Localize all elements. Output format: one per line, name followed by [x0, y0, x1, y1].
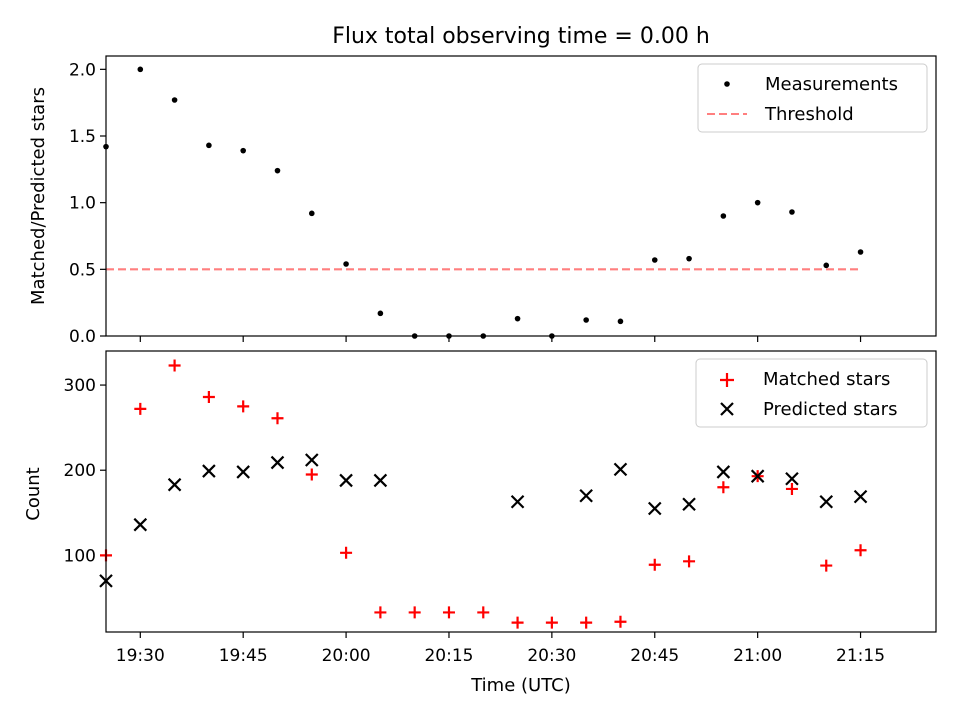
- predicted-star-marker: [339, 473, 353, 488]
- predicted-star-marker: [613, 462, 628, 477]
- matched-star-marker: [168, 359, 181, 372]
- top-y-tick-label: 2.0: [69, 60, 96, 80]
- predicted-star-marker: [750, 469, 765, 483]
- predicted-star-marker: [202, 464, 216, 478]
- bottom-data-marks: [99, 359, 868, 629]
- bottom-legend: Matched stars Predicted stars: [695, 358, 928, 428]
- matched-star-marker: [614, 615, 627, 628]
- measurement-point: [720, 213, 727, 219]
- measurement-point: [240, 147, 246, 154]
- x-tick-label: 20:30: [527, 646, 576, 666]
- matched-star-marker: [683, 555, 696, 568]
- measurement-point: [377, 310, 384, 317]
- matched-star-marker: [785, 482, 798, 495]
- top-y-tick-label: 0.5: [69, 260, 96, 280]
- top-data-marks: [103, 66, 864, 339]
- predicted-star-marker: [819, 494, 834, 509]
- legend-predicted-label: Predicted stars: [763, 399, 897, 420]
- top-legend-box: [697, 63, 928, 133]
- predicted-star-marker: [682, 497, 696, 512]
- bottom-y-tick-label: 100: [64, 546, 96, 566]
- x-tick-label: 21:00: [733, 646, 782, 666]
- top-y-tick-label: 1.5: [69, 127, 96, 147]
- measurement-point: [583, 317, 589, 323]
- matched-star-marker: [202, 390, 215, 403]
- measurement-point: [137, 66, 144, 73]
- measurement-point: [274, 167, 281, 174]
- measurement-point: [514, 315, 521, 322]
- predicted-star-marker: [853, 489, 868, 504]
- measurement-point: [857, 249, 864, 255]
- predicted-star-marker: [167, 477, 182, 492]
- measurement-point: [686, 255, 692, 262]
- top-y-tick-label: 0.0: [69, 327, 96, 347]
- chart-title: Flux total observing time = 0.00 h: [332, 24, 710, 49]
- matched-star-marker: [271, 412, 284, 425]
- top-y-axis-label: Matched/Predicted stars: [28, 87, 49, 305]
- matched-star-marker: [511, 616, 524, 629]
- matched-star-marker: [717, 481, 730, 494]
- x-tick-label: 19:30: [116, 646, 165, 666]
- x-tick-label: 21:15: [836, 646, 885, 666]
- measurement-point: [823, 262, 830, 269]
- predicted-star-marker: [785, 471, 799, 486]
- legend-measurements-label: Measurements: [765, 74, 898, 95]
- matched-star-marker: [545, 616, 558, 629]
- x-axis-label: Time (UTC): [470, 675, 571, 696]
- top-plot-frame: [105, 55, 937, 337]
- matched-star-marker: [580, 616, 593, 629]
- predicted-star-marker: [579, 488, 593, 503]
- matched-star-marker: [477, 606, 490, 619]
- matched-star-marker: [237, 400, 250, 413]
- matched-star-marker: [408, 606, 421, 619]
- matched-star-marker: [374, 606, 387, 619]
- measurement-point: [308, 210, 315, 217]
- top-legend: Measurements Threshold: [697, 63, 928, 133]
- predicted-star-marker: [305, 453, 319, 467]
- measurement-point: [206, 142, 212, 149]
- measurement-point: [651, 257, 658, 263]
- matched-star-marker: [134, 402, 147, 415]
- measurement-point: [343, 261, 349, 267]
- matched-star-marker: [820, 559, 833, 572]
- measurement-point: [754, 199, 761, 206]
- top-y-ticks: 0.0 0.5 1.0 1.5 2.0: [69, 60, 106, 347]
- predicted-star-marker: [236, 465, 250, 479]
- legend-measurements-marker: [724, 81, 730, 87]
- x-tick-label: 20:15: [424, 646, 473, 666]
- predicted-star-marker: [510, 494, 525, 509]
- predicted-star-marker: [270, 455, 285, 470]
- matched-star-marker: [442, 606, 455, 619]
- matched-star-marker: [305, 468, 318, 481]
- bottom-y-ticks: 100 200 300: [64, 376, 106, 566]
- matched-star-marker: [854, 544, 867, 557]
- measurement-point: [789, 209, 795, 215]
- predicted-star-marker: [647, 501, 662, 516]
- bottom-legend-box: [695, 358, 928, 428]
- legend-predicted-marker: [720, 402, 734, 416]
- legend-matched-label: Matched stars: [763, 369, 890, 390]
- legend-threshold-label: Threshold: [764, 104, 854, 125]
- predicted-star-marker: [716, 465, 731, 479]
- bottom-y-tick-label: 200: [64, 461, 96, 481]
- bottom-y-axis-label: Count: [23, 467, 44, 520]
- x-ticks: 19:30 19:45 20:00 20:15 20:30 20:45 21:00 21:15: [116, 336, 885, 666]
- x-tick-label: 19:45: [219, 646, 268, 666]
- legend-matched-marker: [720, 373, 734, 387]
- measurement-point: [617, 318, 624, 325]
- predicted-star-marker: [133, 517, 148, 532]
- bottom-plot-frame: [105, 350, 937, 633]
- matched-star-marker: [340, 546, 353, 559]
- measurement-point: [171, 97, 178, 103]
- x-tick-label: 20:00: [322, 646, 371, 666]
- matched-star-marker: [648, 558, 661, 571]
- bottom-y-tick-label: 300: [64, 376, 96, 396]
- x-tick-label: 20:45: [630, 646, 679, 666]
- top-y-tick-label: 1.0: [69, 194, 96, 214]
- predicted-star-marker: [373, 473, 388, 488]
